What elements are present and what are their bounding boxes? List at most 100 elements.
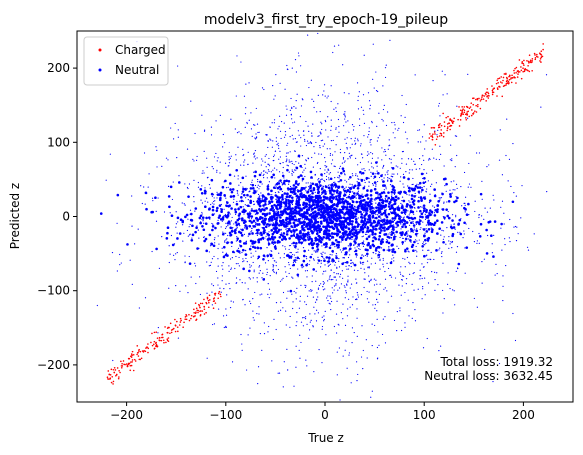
data-point [286, 206, 289, 208]
data-point [455, 251, 458, 253]
data-point [348, 215, 351, 219]
data-point [300, 217, 302, 219]
data-point [302, 240, 304, 242]
data-point [317, 32, 319, 35]
data-point [309, 202, 311, 204]
data-point [325, 242, 328, 246]
data-point [369, 246, 372, 250]
data-point [422, 249, 424, 251]
data-point [266, 212, 268, 214]
data-point [298, 257, 300, 260]
data-point [391, 173, 393, 175]
data-point [335, 284, 337, 286]
data-point [267, 283, 269, 285]
data-point [521, 185, 523, 187]
data-point [365, 237, 369, 241]
data-point [162, 339, 165, 342]
data-point [301, 237, 304, 240]
data-point [295, 217, 297, 219]
data-point [272, 266, 274, 268]
data-point [336, 189, 339, 191]
data-point [108, 373, 111, 376]
data-point [195, 307, 198, 310]
data-point [343, 205, 345, 207]
data-point [529, 61, 532, 63]
data-point [199, 214, 203, 218]
data-point [355, 232, 359, 236]
data-point [442, 262, 444, 264]
data-point [276, 239, 280, 243]
data-point [433, 194, 437, 198]
data-point [262, 231, 265, 233]
data-point [285, 155, 287, 157]
data-point [381, 208, 383, 210]
data-point [389, 223, 391, 225]
data-point [348, 237, 352, 240]
data-point [164, 326, 166, 328]
data-point [425, 210, 428, 214]
data-point [176, 237, 179, 240]
data-point [300, 137, 302, 139]
data-point [312, 123, 314, 125]
data-point [235, 202, 239, 206]
data-point [402, 208, 406, 212]
data-point [349, 287, 351, 289]
data-point [345, 230, 348, 234]
data-point [240, 182, 242, 184]
data-point [486, 95, 488, 98]
data-point [316, 191, 320, 195]
data-point [295, 259, 297, 261]
data-point [188, 226, 190, 228]
data-point [333, 45, 336, 47]
data-point [323, 143, 326, 145]
data-point [344, 261, 347, 264]
data-point [341, 185, 344, 189]
data-point [219, 191, 223, 195]
data-point [304, 167, 307, 169]
data-point [332, 139, 334, 142]
data-point [381, 219, 384, 222]
data-point [259, 209, 263, 212]
data-point [314, 173, 316, 176]
data-point [501, 200, 504, 202]
data-point [286, 297, 288, 299]
data-point [336, 300, 338, 302]
data-point [258, 266, 260, 268]
data-point [256, 186, 258, 188]
data-point [251, 230, 253, 232]
data-point [260, 172, 263, 174]
data-point [258, 272, 260, 274]
data-point [249, 300, 251, 302]
data-point [391, 211, 395, 215]
data-point [455, 199, 458, 203]
data-point [491, 91, 494, 93]
data-point [288, 264, 290, 266]
data-point [346, 148, 348, 150]
data-point [234, 208, 237, 211]
data-point [233, 198, 235, 200]
data-point [311, 217, 313, 219]
data-point [319, 145, 321, 147]
data-point [208, 183, 211, 186]
data-point [502, 299, 504, 302]
data-point [377, 193, 379, 195]
data-point [231, 257, 233, 259]
data-point [203, 298, 205, 301]
data-point [290, 114, 292, 116]
data-point [113, 366, 116, 369]
data-point [533, 233, 535, 235]
data-point [284, 134, 287, 136]
data-point [296, 198, 298, 200]
data-point [426, 254, 428, 256]
data-point [338, 215, 342, 219]
data-point [394, 234, 396, 236]
data-point [289, 151, 291, 153]
data-point [111, 251, 114, 254]
data-point [294, 59, 297, 61]
data-point [395, 407, 396, 408]
data-point [362, 245, 365, 247]
data-point [212, 298, 215, 300]
data-point [235, 154, 237, 156]
data-point [233, 252, 236, 254]
data-point [401, 275, 404, 277]
